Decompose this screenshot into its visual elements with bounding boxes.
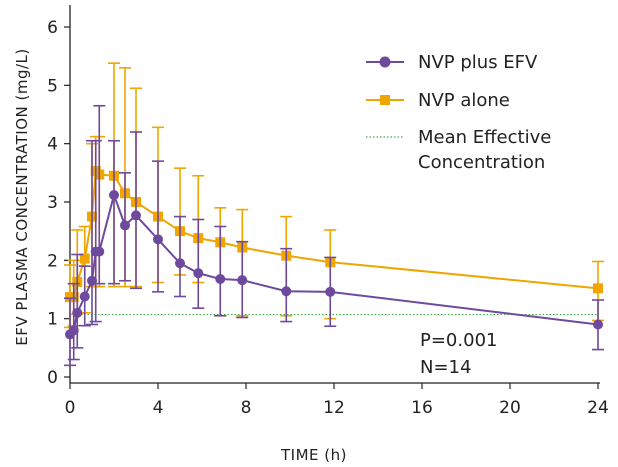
x-tick-label: 12 bbox=[323, 398, 345, 418]
error-bar bbox=[214, 225, 227, 317]
x-tick-label: 0 bbox=[65, 398, 76, 418]
y-tick-label: 4 bbox=[47, 135, 58, 155]
y-tick-label: 0 bbox=[47, 368, 58, 388]
x-tick-label: 16 bbox=[411, 398, 433, 418]
error-bar bbox=[108, 139, 120, 285]
legend-label-mean-effective-line1: Mean Effective bbox=[418, 127, 551, 148]
error-bar bbox=[280, 247, 293, 323]
data-point bbox=[325, 286, 336, 297]
x-ticks: 0 4 8 12 16 20 24 bbox=[65, 383, 609, 418]
series-line bbox=[70, 168, 599, 299]
y-tick-label: 3 bbox=[47, 193, 58, 213]
data-point bbox=[593, 283, 603, 294]
legend-item-nvp-plus-efv: NVP plus EFV bbox=[366, 52, 538, 73]
error-bar bbox=[192, 218, 205, 309]
series-layer bbox=[64, 62, 604, 367]
legend: NVP plus EFV NVP alone Mean Effective Co… bbox=[366, 52, 551, 173]
legend-marker-nvp-alone bbox=[380, 95, 390, 105]
data-point bbox=[94, 246, 105, 257]
series-nvp-plus-efv bbox=[64, 104, 604, 367]
data-point bbox=[120, 220, 130, 231]
x-axis-label: TIME (h) bbox=[280, 446, 347, 464]
data-point bbox=[153, 234, 163, 245]
p-value-annotation: P=0.001 bbox=[420, 330, 497, 351]
x-tick-label: 24 bbox=[587, 398, 609, 418]
data-point bbox=[109, 190, 119, 200]
data-point bbox=[72, 307, 83, 318]
data-point bbox=[593, 319, 603, 330]
y-tick-label: 5 bbox=[47, 76, 58, 96]
x-tick-label: 8 bbox=[241, 398, 252, 418]
legend-item-nvp-alone: NVP alone bbox=[366, 90, 510, 111]
data-point bbox=[215, 274, 226, 284]
data-point bbox=[175, 258, 185, 269]
error-bar bbox=[174, 215, 186, 298]
x-tick-label: 4 bbox=[153, 398, 164, 418]
x-tick-label: 20 bbox=[499, 398, 521, 418]
legend-label-mean-effective-line2: Concentration bbox=[418, 152, 545, 173]
y-ticks: 0 1 2 3 4 5 6 bbox=[47, 18, 70, 388]
data-point bbox=[68, 325, 79, 336]
data-point bbox=[79, 291, 90, 302]
error-bar bbox=[152, 160, 164, 293]
data-point bbox=[79, 253, 90, 264]
data-point bbox=[281, 286, 292, 297]
legend-label-nvp-plus-efv: NVP plus EFV bbox=[418, 52, 538, 73]
data-point bbox=[87, 275, 97, 286]
y-tick-label: 6 bbox=[47, 18, 58, 38]
legend-label-nvp-alone: NVP alone bbox=[418, 90, 510, 111]
data-point bbox=[237, 275, 248, 286]
data-point bbox=[131, 210, 141, 221]
y-tick-label: 1 bbox=[47, 310, 58, 330]
series-nvp-alone bbox=[64, 62, 604, 329]
legend-item-mean-effective-concentration: Mean Effective Concentration bbox=[366, 127, 551, 173]
legend-marker-nvp-plus-efv bbox=[379, 56, 391, 68]
n-annotation: N=14 bbox=[420, 357, 471, 378]
data-point bbox=[193, 268, 204, 279]
y-axis-label: EFV PLASMA CONCENTRATION (mg/L) bbox=[13, 48, 31, 346]
y-tick-label: 2 bbox=[47, 251, 58, 271]
error-bar bbox=[130, 131, 142, 290]
